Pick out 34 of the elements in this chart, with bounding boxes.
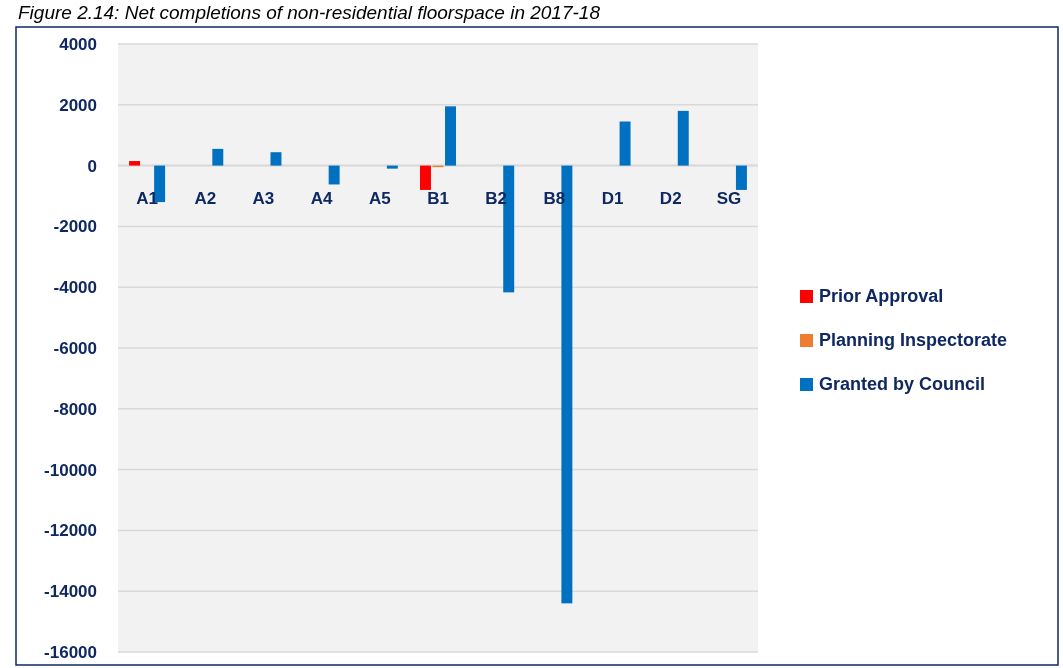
y-tick-label: -4000 xyxy=(53,278,97,298)
y-tick-label: 4000 xyxy=(59,34,97,54)
bar xyxy=(386,165,398,169)
y-tick-label: -2000 xyxy=(53,217,97,237)
y-tick-label: -6000 xyxy=(53,338,97,358)
legend-label: Granted by Council xyxy=(819,374,986,395)
bar xyxy=(420,165,431,190)
x-tick-label: A2 xyxy=(194,188,217,208)
x-tick-label: D1 xyxy=(601,188,624,208)
bar xyxy=(619,121,631,166)
y-tick-label: -16000 xyxy=(44,642,97,662)
x-tick-label: A1 xyxy=(136,188,158,208)
chart-title: Figure 2.14: Net completions of non-residential floorspace in 2017-18 xyxy=(18,2,601,23)
legend-label: Prior Approval xyxy=(819,286,944,307)
bar xyxy=(328,165,340,185)
x-tick-label: B1 xyxy=(427,188,449,208)
bar xyxy=(677,110,689,166)
y-tick-label: -12000 xyxy=(44,521,97,541)
bar xyxy=(212,148,224,166)
y-tick-label: 2000 xyxy=(59,95,97,115)
y-tick-label: -14000 xyxy=(44,582,97,602)
bar xyxy=(445,106,456,166)
x-tick-label: A5 xyxy=(368,188,391,208)
x-tick-label: D2 xyxy=(659,188,682,208)
y-tick-label: 0 xyxy=(87,156,97,176)
bar xyxy=(129,161,141,166)
x-tick-label: A3 xyxy=(252,188,275,208)
y-tick-label: -10000 xyxy=(44,460,97,480)
legend-label: Planning Inspectorate xyxy=(819,330,1008,351)
x-tick-label: SG xyxy=(716,188,742,208)
bar xyxy=(735,165,747,190)
bar xyxy=(270,152,282,166)
y-tick-label: -8000 xyxy=(53,399,97,419)
x-tick-label: A4 xyxy=(310,188,334,208)
